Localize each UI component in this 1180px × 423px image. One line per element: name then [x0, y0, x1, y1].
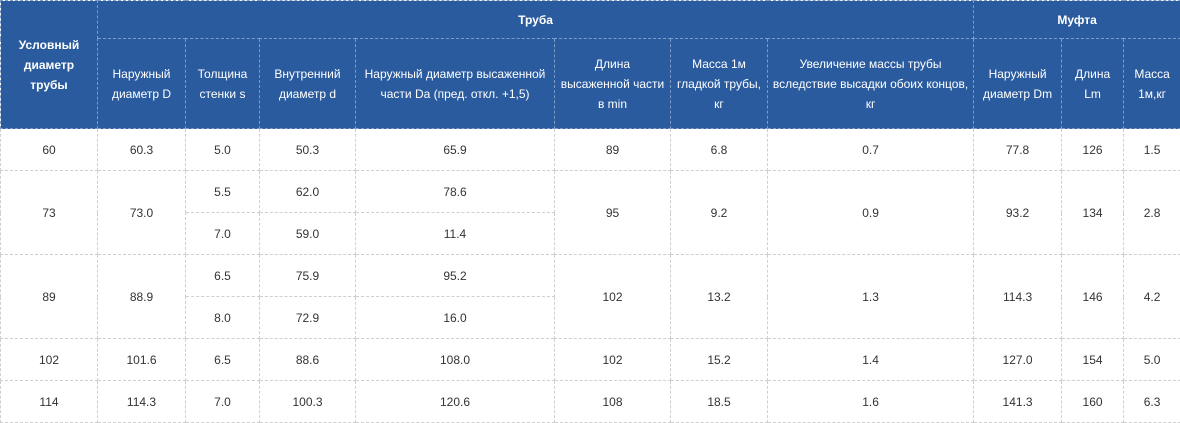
header-group-coupling: Муфта	[974, 1, 1180, 39]
cell-cond: 89	[1, 255, 98, 339]
header-outer-diameter: Наружный диаметр D	[98, 39, 186, 129]
table-body: 60 60.3 5.0 50.3 65.9 89 6.8 0.7 77.8 12…	[1, 129, 1180, 423]
table-row: 102 101.6 6.5 88.6 108.0 102 15.2 1.4 12…	[1, 339, 1180, 381]
header-mass-increase: Увеличение массы трубы вследствие высадк…	[768, 39, 974, 129]
cell-mass: 9.2	[671, 171, 768, 255]
cell-wall-thickness: 7.0	[186, 213, 260, 255]
cell-coupling-diameter: 77.8	[974, 129, 1062, 171]
header-group-pipe: Труба	[98, 1, 974, 39]
header-upset-length: Длина высаженной части в min	[555, 39, 671, 129]
header-coupling-length: Длина Lm	[1062, 39, 1124, 129]
cell-outer-diameter: 114.3	[98, 381, 186, 423]
cell-cond: 73	[1, 171, 98, 255]
cell-inner-diameter: 50.3	[260, 129, 356, 171]
table-row: 89 88.9 6.5 75.9 95.2 102 13.2 1.3 114.3…	[1, 255, 1180, 297]
header-upset-outer-diameter: Наружный диаметр высаженной части Da (пр…	[356, 39, 555, 129]
header-wall-thickness: Толщина стенки s	[186, 39, 260, 129]
cell-mass: 15.2	[671, 339, 768, 381]
cell-upset-length: 89	[555, 129, 671, 171]
cell-inner-diameter: 88.6	[260, 339, 356, 381]
cell-coupling-mass: 5.0	[1124, 339, 1180, 381]
cell-cond: 102	[1, 339, 98, 381]
cell-wall-thickness: 5.0	[186, 129, 260, 171]
cell-coupling-length: 154	[1062, 339, 1124, 381]
header-coupling-diameter: Наружный диаметр Dm	[974, 39, 1062, 129]
cell-mass-increase: 1.6	[768, 381, 974, 423]
cell-coupling-mass: 1.5	[1124, 129, 1180, 171]
cell-outer-diameter: 101.6	[98, 339, 186, 381]
header-inner-diameter: Внутренний диаметр d	[260, 39, 356, 129]
cell-upset-diameter: 120.6	[356, 381, 555, 423]
cell-inner-diameter: 75.9	[260, 255, 356, 297]
cell-outer-diameter: 60.3	[98, 129, 186, 171]
cell-coupling-length: 126	[1062, 129, 1124, 171]
cell-coupling-diameter: 127.0	[974, 339, 1062, 381]
cell-upset-length: 102	[555, 339, 671, 381]
cell-coupling-diameter: 114.3	[974, 255, 1062, 339]
cell-inner-diameter: 100.3	[260, 381, 356, 423]
cell-coupling-mass: 6.3	[1124, 381, 1180, 423]
cell-cond: 60	[1, 129, 98, 171]
cell-mass-increase: 0.9	[768, 171, 974, 255]
cell-wall-thickness: 6.5	[186, 255, 260, 297]
cell-inner-diameter: 62.0	[260, 171, 356, 213]
table-header: Условный диаметр трубы Труба Муфта Наруж…	[1, 1, 1180, 129]
cell-coupling-mass: 2.8	[1124, 171, 1180, 255]
cell-inner-diameter: 72.9	[260, 297, 356, 339]
table-row: 114 114.3 7.0 100.3 120.6 108 18.5 1.6 1…	[1, 381, 1180, 423]
cell-wall-thickness: 6.5	[186, 339, 260, 381]
cell-upset-diameter: 108.0	[356, 339, 555, 381]
cell-upset-diameter: 65.9	[356, 129, 555, 171]
header-coupling-mass: Масса 1м,кг	[1124, 39, 1180, 129]
cell-wall-thickness: 7.0	[186, 381, 260, 423]
table-row: 73 73.0 5.5 62.0 78.6 95 9.2 0.9 93.2 13…	[1, 171, 1180, 213]
cell-outer-diameter: 73.0	[98, 171, 186, 255]
header-cond-diameter: Условный диаметр трубы	[1, 1, 98, 129]
cell-upset-length: 95	[555, 171, 671, 255]
cell-coupling-diameter: 93.2	[974, 171, 1062, 255]
table-row: 60 60.3 5.0 50.3 65.9 89 6.8 0.7 77.8 12…	[1, 129, 1180, 171]
cell-upset-diameter: 78.6	[356, 171, 555, 213]
cell-coupling-length: 160	[1062, 381, 1124, 423]
cell-upset-length: 102	[555, 255, 671, 339]
cell-mass-increase: 0.7	[768, 129, 974, 171]
cell-mass: 6.8	[671, 129, 768, 171]
cell-mass: 18.5	[671, 381, 768, 423]
cell-outer-diameter: 88.9	[98, 255, 186, 339]
cell-coupling-mass: 4.2	[1124, 255, 1180, 339]
header-mass-per-meter: Масса 1м гладкой трубы, кг	[671, 39, 768, 129]
cell-upset-diameter: 16.0	[356, 297, 555, 339]
cell-coupling-diameter: 141.3	[974, 381, 1062, 423]
cell-inner-diameter: 59.0	[260, 213, 356, 255]
cell-upset-diameter: 11.4	[356, 213, 555, 255]
cell-upset-length: 108	[555, 381, 671, 423]
cell-coupling-length: 146	[1062, 255, 1124, 339]
cell-coupling-length: 134	[1062, 171, 1124, 255]
cell-mass-increase: 1.3	[768, 255, 974, 339]
cell-wall-thickness: 5.5	[186, 171, 260, 213]
cell-mass: 13.2	[671, 255, 768, 339]
cell-mass-increase: 1.4	[768, 339, 974, 381]
cell-upset-diameter: 95.2	[356, 255, 555, 297]
cell-wall-thickness: 8.0	[186, 297, 260, 339]
cell-cond: 114	[1, 381, 98, 423]
